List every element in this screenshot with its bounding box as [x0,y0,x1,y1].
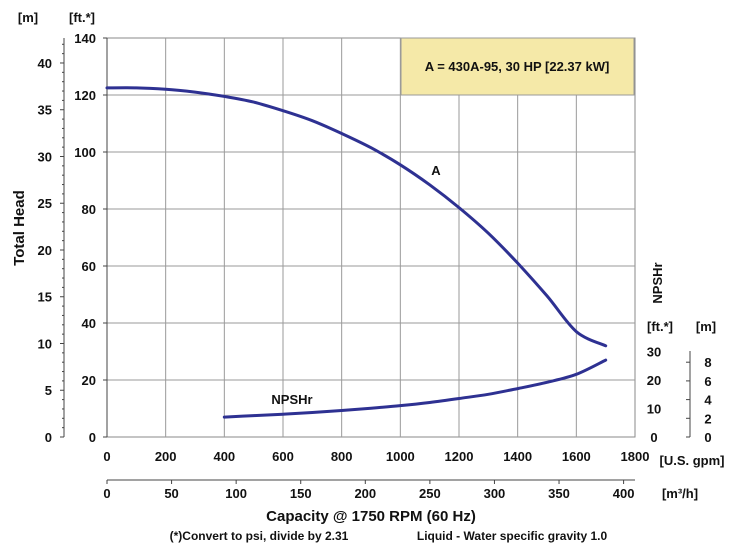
x-gpm-tick-label: 1200 [445,449,474,464]
x-m3h-tick-label: 50 [164,486,178,501]
y-feet-tick-label: 40 [82,316,96,331]
npshr-meter-tick-label: 6 [704,374,711,389]
y-feet-tick-label: 140 [74,31,96,46]
npshr-meter-tick-label: 4 [704,393,712,408]
y-feet-tick-label: 60 [82,259,96,274]
y-meter-tick-label: 15 [38,290,52,305]
series-label-npshr: NPSHr [271,392,312,407]
x-axis-gpm-ticks: 0 200 400 600 800 1000 1200 1400 1600 1800 [103,449,649,464]
y-meter-tick-label: 35 [38,103,52,118]
x-gpm-tick-label: 1400 [503,449,532,464]
x-m3h-tick-label: 250 [419,486,441,501]
conversion-footnote: (*)Convert to psi, divide by 2.31 [170,529,349,543]
y-meter-tick-label: 5 [45,383,52,398]
npshr-feet-tick-label: 0 [650,430,657,445]
pump-model-annotation: A = 430A-95, 30 HP [22.37 kW] [425,59,610,74]
y-meter-tick-label: 25 [38,196,52,211]
x-gpm-tick-label: 1800 [621,449,650,464]
x-axis-m3h-unit: [m³/h] [662,486,698,501]
x-gpm-tick-label: 600 [272,449,294,464]
x-axis-m3h-ticks: 0 50 100 150 200 250 300 350 400 [103,480,634,501]
npshr-feet-tick-label: 20 [647,373,661,388]
x-gpm-tick-label: 1600 [562,449,591,464]
x-gpm-tick-label: 0 [103,449,110,464]
series-line-npshr [222,358,608,419]
series-layer [105,86,608,419]
x-gpm-tick-label: 200 [155,449,177,464]
npshr-feet-ticks: 0 10 20 30 [647,345,661,446]
y-axis-feet-unit: [ft.*] [69,10,95,25]
y-feet-tick-label: 120 [74,88,96,103]
pump-model-annotation-box [400,37,635,96]
liquid-footnote: Liquid - Water specific gravity 1.0 [417,529,608,543]
x-gpm-tick-label: 1000 [386,449,415,464]
x-m3h-tick-label: 100 [225,486,247,501]
y-feet-tick-label: 100 [74,145,96,160]
x-m3h-tick-label: 0 [103,486,110,501]
x-gpm-tick-label: 400 [213,449,235,464]
y-axis-meters-ticks: 0 5 10 15 20 25 30 35 40 [38,43,64,445]
x-axis-gpm-unit: [U.S. gpm] [660,453,725,468]
x-m3h-tick-label: 150 [290,486,312,501]
y-meter-tick-label: 40 [38,56,52,71]
npshr-feet-tick-label: 30 [647,345,661,360]
y-feet-tick-label: 80 [82,202,96,217]
npshr-feet-tick-label: 10 [647,402,661,417]
y-axis-title: Total Head [11,190,28,266]
y-meter-tick-label: 20 [38,243,52,258]
y-axis-meters-unit: [m] [18,10,38,25]
npshr-axis-title: NPSHr [650,262,665,303]
y-meter-tick-label: 30 [38,149,52,164]
npshr-meter-tick-label: 2 [704,411,711,426]
series-label-a: A [431,163,441,178]
y-feet-tick-label: 0 [89,430,96,445]
x-m3h-tick-label: 400 [613,486,635,501]
npshr-meter-tick-label: 0 [704,430,711,445]
series-line-a [105,86,608,348]
vertical-gridlines [165,38,577,437]
y-axis-feet-ticks: 0 20 40 60 80 100 120 140 [74,31,107,445]
x-axis-title: Capacity @ 1750 RPM (60 Hz) [266,508,476,525]
npshr-meter-tick-label: 8 [704,355,711,370]
x-m3h-tick-label: 300 [484,486,506,501]
y-meter-tick-label: 0 [45,430,52,445]
npshr-meters-unit: [m] [696,319,716,334]
npshr-meters-ticks: 0 2 4 6 8 [686,355,712,445]
npshr-feet-unit: [ft.*] [647,319,673,334]
x-m3h-tick-label: 350 [548,486,570,501]
x-gpm-tick-label: 800 [331,449,353,464]
x-m3h-tick-label: 200 [354,486,376,501]
y-meter-tick-label: 10 [38,336,52,351]
y-feet-tick-label: 20 [82,373,96,388]
